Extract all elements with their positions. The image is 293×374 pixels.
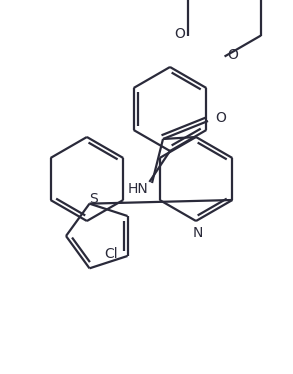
Text: HN: HN	[128, 182, 148, 196]
Text: O: O	[175, 27, 186, 40]
Text: O: O	[215, 111, 226, 125]
Text: Cl: Cl	[104, 247, 117, 261]
Text: S: S	[89, 191, 98, 206]
Text: N: N	[193, 226, 203, 240]
Text: O: O	[227, 47, 238, 61]
